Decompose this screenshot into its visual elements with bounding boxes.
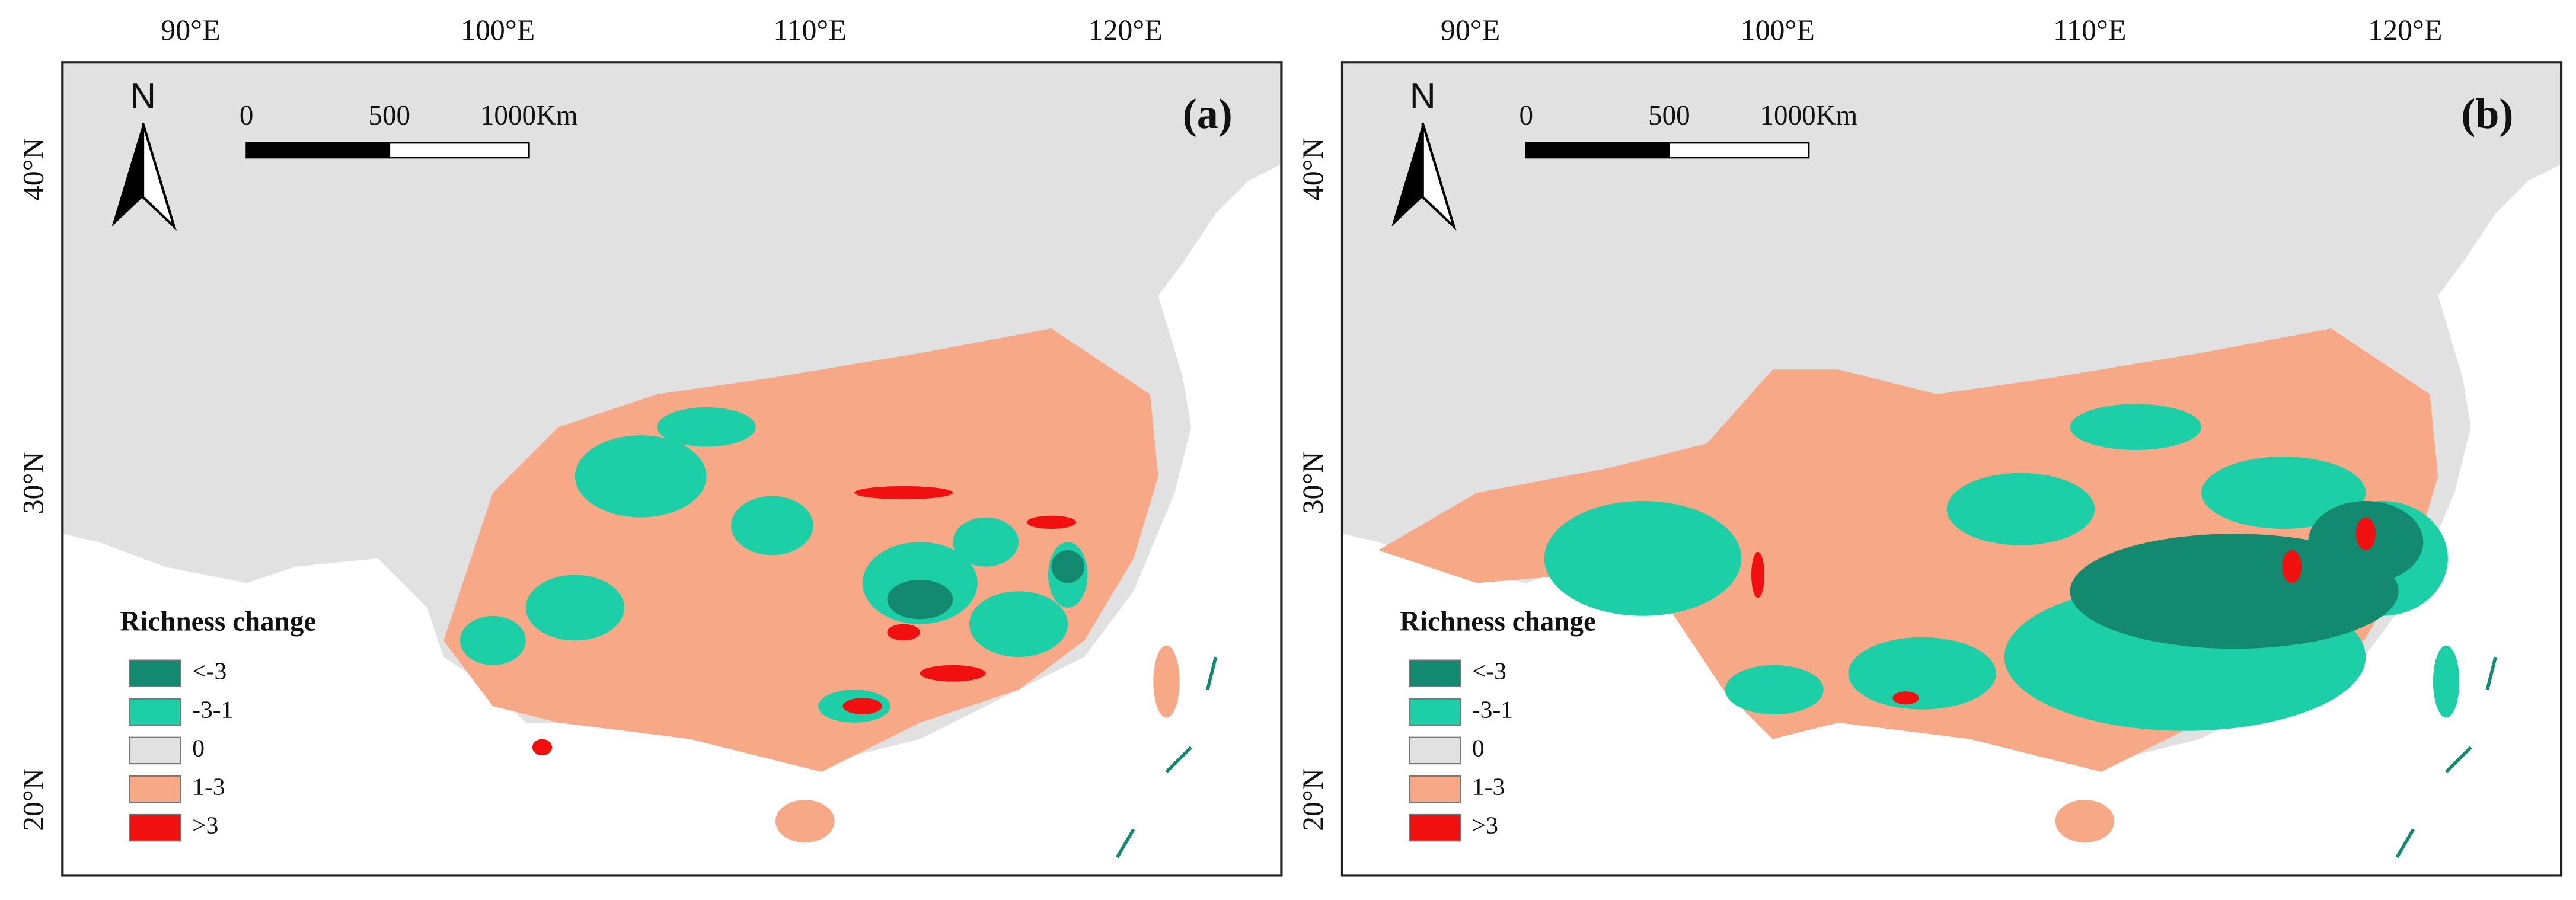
legend-label: 0 [1472, 734, 1485, 761]
taiwan-island [1153, 645, 1180, 718]
legend-swatch [1409, 659, 1461, 687]
strong-increase-patch [920, 665, 986, 682]
strong-increase-patch [1751, 551, 1765, 598]
island-line [1165, 746, 1192, 773]
strong-increase-patch [842, 698, 883, 714]
north-label: N [1410, 75, 1436, 116]
legend-label: 1-3 [192, 773, 225, 800]
legend-label: -3-1 [192, 695, 233, 723]
island-line [1115, 828, 1135, 858]
panel-label: (a) [1183, 90, 1233, 138]
latitude-label: 30°N [17, 452, 49, 515]
longitude-label: 90°E [161, 14, 220, 46]
latitude-label: 40°N [17, 138, 49, 200]
legend-label: -3-1 [1472, 695, 1513, 723]
legend-label: >3 [1472, 812, 1498, 839]
scale-bar-label: 1000Km [1760, 100, 1858, 131]
map-panel: 90°E 100°E 110°E 120°E 40°N 30°N 20°N (b) N 0 500 1… [1297, 14, 2563, 877]
map-frame [1340, 61, 2563, 877]
legend-swatch [129, 698, 181, 726]
decrease-patch [1848, 637, 1996, 710]
legend-swatch [129, 659, 181, 687]
scale-bar-label: 0 [240, 100, 254, 131]
strong-increase-patch [1026, 515, 1077, 529]
island-line [2445, 746, 2472, 773]
strong-increase-patch [2281, 550, 2302, 583]
decrease-patch [574, 435, 707, 518]
strong-increase-patch [532, 739, 553, 756]
map-panel: 90°E 100°E 110°E 120°E 40°N 30°N 20°N (a) N 0 500 1… [17, 14, 1283, 877]
strong-decrease-patch [887, 579, 953, 620]
north-arrow-left [1391, 123, 1423, 227]
decrease-patch [1544, 500, 1742, 616]
decrease-patch [969, 591, 1068, 658]
decrease-patch [731, 496, 813, 556]
longitude-label: 110°E [2053, 14, 2126, 46]
island-line [1206, 656, 1218, 691]
decrease-patch [953, 517, 1019, 567]
legend-label: 1-3 [1472, 773, 1505, 800]
decrease-patch [1725, 665, 1824, 714]
longitude-label: 120°E [1089, 14, 1163, 46]
north-arrow-right [1421, 123, 1457, 231]
hainan-island [775, 800, 835, 843]
legend-swatch [129, 775, 181, 803]
decrease-patch [459, 615, 526, 665]
strong-increase-patch [887, 624, 920, 641]
decrease-patch [2201, 457, 2366, 529]
latitude-label: 30°N [1297, 452, 1329, 515]
scale-bar-black [1525, 142, 1670, 159]
scale-bar-white [1668, 142, 1810, 159]
legend-label: <-3 [1472, 657, 1506, 684]
map-frame [61, 61, 1283, 877]
legend-swatch [1409, 813, 1461, 842]
scale-bar-label: 500 [368, 100, 410, 131]
decrease-patch [2070, 404, 2202, 450]
decrease-patch [657, 407, 756, 447]
north-arrow-left [111, 123, 143, 227]
legend-swatch [1409, 775, 1461, 803]
longitude-label: 100°E [1741, 14, 1815, 46]
legend-label: <-3 [192, 657, 226, 684]
strong-increase-patch [854, 486, 953, 500]
legend-label: >3 [192, 812, 218, 839]
scale-bar-white [388, 142, 530, 159]
legend-swatch [129, 736, 181, 765]
longitude-label: 90°E [1441, 14, 1500, 46]
longitude-label: 120°E [2368, 14, 2442, 46]
legend-swatch [1409, 698, 1461, 726]
legend-title: Richness change [1400, 606, 1596, 637]
island-line [2485, 656, 2497, 691]
scale-bar-label: 500 [1648, 100, 1690, 131]
strong-decrease-patch [1051, 550, 1084, 583]
longitude-label: 110°E [773, 14, 846, 46]
island-line [2395, 828, 2415, 858]
hainan-island [2055, 800, 2115, 843]
scale-bar-label: 1000Km [480, 100, 578, 131]
north-label: N [130, 75, 156, 116]
taiwan-island [2433, 645, 2460, 718]
latitude-label: 20°N [1297, 768, 1329, 831]
panel-label: (b) [2461, 90, 2513, 138]
legend-title: Richness change [120, 606, 316, 637]
scale-bar-label: 0 [1520, 100, 1534, 131]
scale-bar-black [245, 142, 391, 159]
north-arrow-right [142, 123, 177, 231]
legend-label: 0 [192, 734, 205, 761]
legend-swatch [1409, 736, 1461, 765]
strong-increase-patch [1892, 691, 1919, 705]
latitude-label: 20°N [17, 768, 49, 831]
latitude-label: 40°N [1297, 138, 1329, 200]
decrease-patch [525, 575, 624, 641]
longitude-label: 100°E [461, 14, 535, 46]
decrease-patch [1946, 473, 2095, 545]
legend-swatch [129, 813, 181, 842]
strong-increase-patch [2355, 517, 2376, 550]
